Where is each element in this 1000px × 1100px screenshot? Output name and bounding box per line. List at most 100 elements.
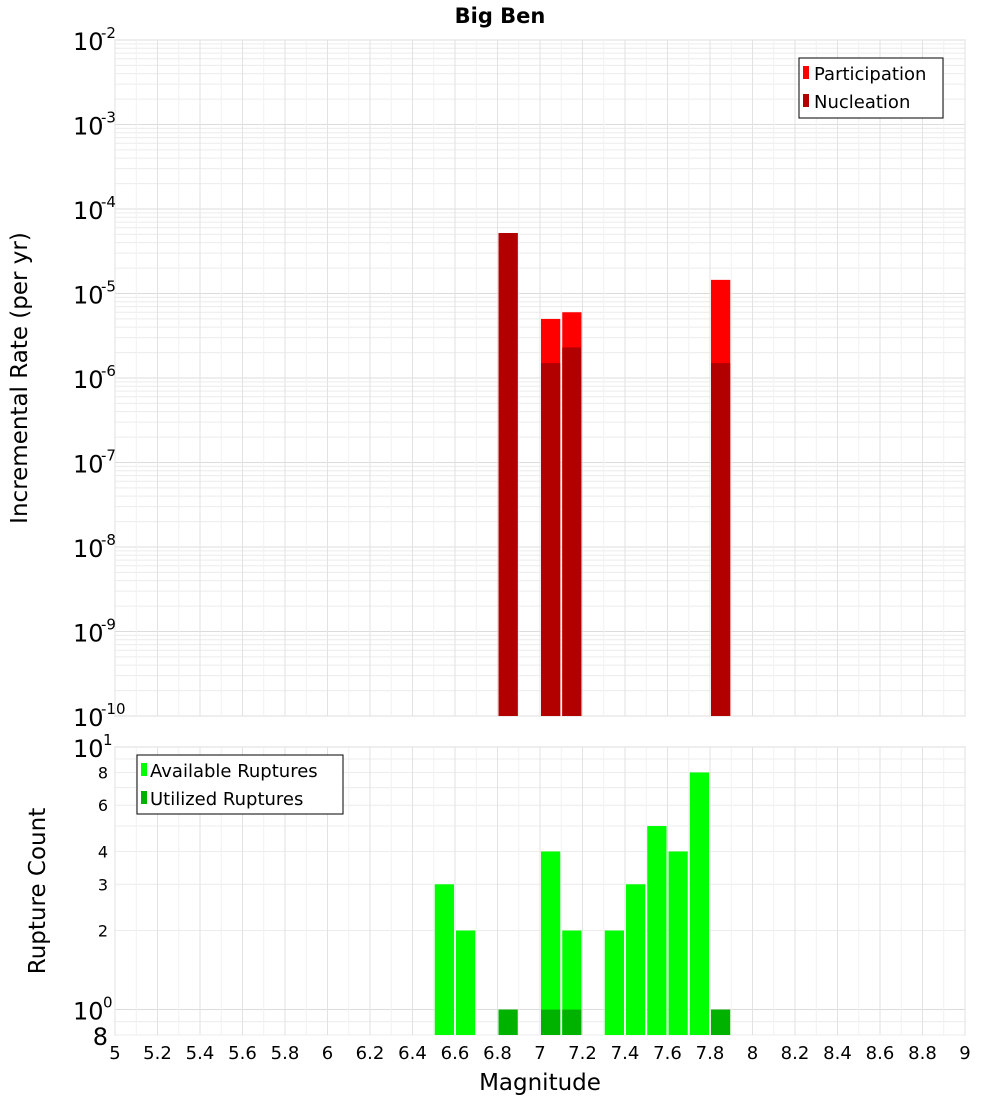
top-grid xyxy=(114,39,966,717)
x-tick-label: 8.6 xyxy=(866,1043,895,1064)
bottom-legend: Available Ruptures Utilized Ruptures xyxy=(136,754,344,815)
bottom-y-tick-base: 10 xyxy=(73,998,104,1026)
bar-available-ruptures xyxy=(541,851,561,1035)
top-y-tick-label: 10-6 xyxy=(73,362,116,394)
top-y-tick-exponent: -9 xyxy=(101,616,116,634)
bottom-legend-box xyxy=(136,754,344,815)
x-tick-label: 5.4 xyxy=(186,1043,215,1064)
bottom-y-axis-title: Rupture Count xyxy=(25,808,51,974)
bar-available-ruptures xyxy=(689,772,709,1035)
bottom-y-tick-minor: 3 xyxy=(98,875,108,894)
bar-available-ruptures xyxy=(434,884,454,1035)
bar-utilized-ruptures xyxy=(562,1009,582,1035)
top-y-tick-exponent: -2 xyxy=(101,24,116,42)
bar-nucleation xyxy=(562,347,582,716)
top-y-tick-base: 10 xyxy=(73,535,104,563)
bar-available-ruptures xyxy=(626,884,646,1035)
top-legend-box xyxy=(798,57,944,119)
top-y-tick-exponent: -5 xyxy=(101,278,116,296)
top-y-tick-exponent: -10 xyxy=(101,700,126,718)
bottom-y-tick-base: 10 xyxy=(73,735,104,763)
top-y-tick-label: 10-8 xyxy=(73,531,116,563)
top-y-tick-base: 10 xyxy=(73,620,104,648)
legend-label-nucleation: Nucleation xyxy=(814,92,910,113)
bottom-y-tick-exponent: 0 xyxy=(103,994,113,1012)
top-legend: Participation Nucleation xyxy=(798,57,944,119)
x-tick-label: 8.4 xyxy=(823,1043,852,1064)
bottom-y-tick-exponent: 1 xyxy=(103,731,113,749)
top-y-tick-label: 10-5 xyxy=(73,278,116,310)
x-tick-label: 7.2 xyxy=(568,1043,597,1064)
top-y-tick-label: 10-7 xyxy=(73,447,116,479)
x-tick-label: 6.4 xyxy=(398,1043,427,1064)
top-y-tick-exponent: -4 xyxy=(101,193,116,211)
bar-utilized-ruptures xyxy=(498,1009,518,1035)
x-tick-label: 5.2 xyxy=(143,1043,172,1064)
bar-nucleation xyxy=(541,363,561,716)
bottom-y-tick-minor: 8 xyxy=(93,1023,108,1051)
bar-available-ruptures xyxy=(456,930,476,1035)
top-y-tick-exponent: -7 xyxy=(101,447,116,465)
x-tick-label: 7.6 xyxy=(653,1043,682,1064)
top-y-axis-title: Incremental Rate (per yr) xyxy=(7,232,33,524)
x-ticks: 5 5.2 5.4 5.6 5.8 6 6.2 6.4 6.6 6.8 7 7.2 7.4 7.6 7.8 8… xyxy=(109,1043,970,1064)
legend-swatch-available xyxy=(141,763,147,776)
bottom-y-tick-minor: 4 xyxy=(98,842,108,861)
top-y-tick-label: 10-10 xyxy=(73,700,126,732)
legend-swatch-nucleation xyxy=(803,94,809,107)
legend-label-utilized: Utilized Ruptures xyxy=(150,789,303,810)
top-y-tick-base: 10 xyxy=(73,197,104,225)
bottom-y-tick-label: 10 0 xyxy=(73,994,113,1026)
top-bars xyxy=(498,232,731,716)
x-tick-label: 5.8 xyxy=(271,1043,300,1064)
bar-available-ruptures xyxy=(604,930,624,1035)
legend-label-available: Available Ruptures xyxy=(150,761,318,782)
bar-nucleation xyxy=(498,232,518,716)
top-y-tick-base: 10 xyxy=(73,451,104,479)
legend-swatch-utilized xyxy=(141,791,147,804)
top-y-tick-base: 10 xyxy=(73,282,104,310)
bar-utilized-ruptures xyxy=(541,1009,561,1035)
x-tick-label: 6.8 xyxy=(483,1043,512,1064)
x-tick-label: 6.2 xyxy=(356,1043,385,1064)
top-y-tick-label: 10-3 xyxy=(73,109,116,141)
x-axis-title: Magnitude xyxy=(479,1070,601,1096)
bar-available-ruptures xyxy=(647,826,667,1035)
bottom-bars xyxy=(434,772,731,1035)
bottom-y-tick-minor: 2 xyxy=(98,922,108,941)
x-tick-label: 6 xyxy=(322,1043,333,1064)
x-tick-label: 8 xyxy=(747,1043,758,1064)
x-tick-label: 5 xyxy=(109,1043,120,1064)
chart-title: Big Ben xyxy=(455,4,546,28)
x-tick-label: 9 xyxy=(959,1043,970,1064)
bar-utilized-ruptures xyxy=(711,1009,731,1035)
top-y-tick-label: 10-9 xyxy=(73,616,116,648)
x-tick-label: 5.6 xyxy=(228,1043,257,1064)
bar-nucleation xyxy=(711,363,731,716)
top-y-tick-exponent: -8 xyxy=(101,531,116,549)
bottom-y-tick-minor: 6 xyxy=(98,796,108,815)
bottom-y-tick-minor: 8 xyxy=(98,763,108,782)
legend-label-participation: Participation xyxy=(814,64,926,85)
bar-available-ruptures xyxy=(668,851,688,1035)
x-tick-label: 7.4 xyxy=(611,1043,640,1064)
x-tick-label: 8.8 xyxy=(908,1043,937,1064)
top-y-tick-exponent: -6 xyxy=(101,362,116,380)
bar-available-ruptures xyxy=(562,930,582,1035)
top-y-tick-base: 10 xyxy=(73,704,104,732)
legend-swatch-participation xyxy=(803,66,809,79)
x-tick-label: 7 xyxy=(534,1043,545,1064)
x-tick-label: 8.2 xyxy=(781,1043,810,1064)
top-y-tick-base: 10 xyxy=(73,113,104,141)
bottom-y-tick-label: 10 1 xyxy=(73,731,113,763)
x-tick-label: 6.6 xyxy=(441,1043,470,1064)
top-y-tick-exponent: -3 xyxy=(101,109,116,127)
top-y-tick-label: 10-4 xyxy=(73,193,116,225)
x-tick-label: 7.8 xyxy=(696,1043,725,1064)
top-y-tick-base: 10 xyxy=(73,366,104,394)
